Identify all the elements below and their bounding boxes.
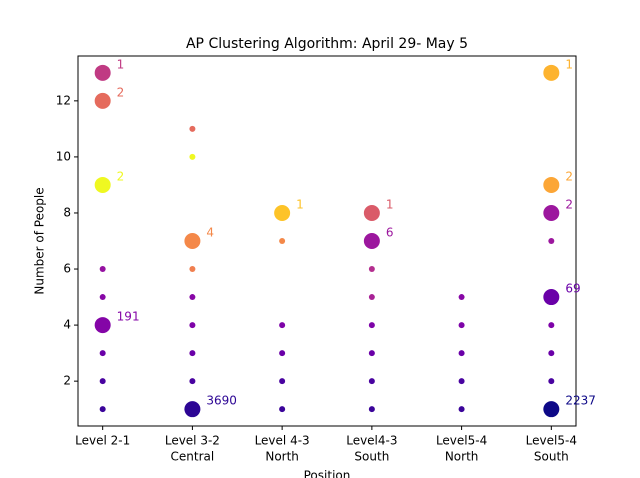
point (189, 378, 196, 385)
point (99, 378, 106, 385)
point (543, 176, 560, 193)
point-label: 2 (565, 197, 573, 211)
x-tick-label: Level 3-2 (165, 434, 220, 448)
point (548, 350, 555, 357)
point (458, 350, 465, 357)
x-tick-label: Level4-3 (346, 434, 397, 448)
y-tick-label: 4 (63, 318, 71, 332)
x-tick-label: Level 2-1 (75, 434, 130, 448)
point (274, 204, 291, 221)
point (363, 204, 380, 221)
point-label: 1 (386, 197, 394, 211)
point (543, 289, 560, 306)
point-label: 3690 (206, 394, 237, 408)
point-label: 1 (296, 197, 304, 211)
point-label: 4 (206, 226, 214, 240)
point (279, 350, 286, 357)
point-label: 1 (565, 57, 573, 71)
point (548, 322, 555, 329)
point (94, 64, 111, 81)
point-label: 191 (117, 310, 140, 324)
point (548, 378, 555, 385)
point-label: 1 (117, 57, 125, 71)
y-tick-label: 2 (63, 374, 71, 388)
chart-title: AP Clustering Algorithm: April 29- May 5 (186, 36, 468, 52)
x-tick-label: Level5-4 (526, 434, 577, 448)
point (368, 350, 375, 357)
y-tick-label: 10 (56, 149, 71, 163)
point (94, 317, 111, 334)
point (368, 294, 375, 301)
y-tick-label: 12 (56, 93, 71, 107)
point (458, 322, 465, 329)
point-label: 69 (565, 282, 580, 296)
y-tick-label: 6 (63, 262, 71, 276)
point (458, 294, 465, 301)
x-tick-label: Central (171, 450, 215, 464)
plot-frame (77, 55, 577, 427)
point (548, 238, 555, 244)
point (368, 406, 375, 413)
point (543, 401, 560, 418)
x-tick-label: Level 4-3 (255, 434, 310, 448)
point (189, 322, 196, 329)
y-tick-label: 8 (63, 205, 71, 219)
point (184, 233, 201, 249)
point (458, 378, 465, 385)
point (279, 322, 286, 329)
point (94, 92, 111, 109)
point-label: 2 (565, 169, 573, 183)
x-tick-label: South (354, 450, 389, 464)
point (368, 266, 375, 273)
x-tick-label: North (445, 450, 479, 464)
point (189, 350, 196, 357)
point (363, 233, 380, 249)
point (368, 322, 375, 329)
point-label: 2 (117, 169, 125, 183)
point (189, 294, 196, 301)
x-tick-label: North (265, 450, 299, 464)
point (543, 64, 560, 81)
point-label: 2 (117, 85, 125, 99)
point (99, 266, 106, 273)
point (543, 204, 560, 221)
point-label: 6 (386, 226, 394, 240)
x-axis-label: Position (304, 469, 351, 478)
point (279, 378, 286, 385)
point-label: 2237 (565, 394, 596, 408)
y-axis-label: Number of People (33, 187, 47, 294)
point (189, 153, 196, 160)
point (99, 406, 106, 413)
point (458, 406, 465, 413)
point (189, 125, 196, 132)
x-tick-label: Level5-4 (436, 434, 487, 448)
point (184, 401, 201, 418)
point (279, 238, 286, 244)
point (94, 176, 111, 193)
point (189, 266, 196, 273)
x-tick-label: South (534, 450, 569, 464)
point (279, 406, 286, 413)
point (99, 294, 106, 301)
point (368, 378, 375, 385)
point (99, 350, 106, 357)
